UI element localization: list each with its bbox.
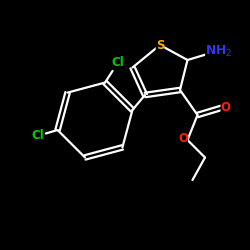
- Text: S: S: [156, 38, 164, 52]
- Text: O: O: [178, 132, 188, 145]
- Text: Cl: Cl: [31, 130, 44, 142]
- Text: NH$_2$: NH$_2$: [205, 44, 233, 59]
- Text: Cl: Cl: [112, 56, 124, 69]
- Text: O: O: [220, 101, 230, 114]
